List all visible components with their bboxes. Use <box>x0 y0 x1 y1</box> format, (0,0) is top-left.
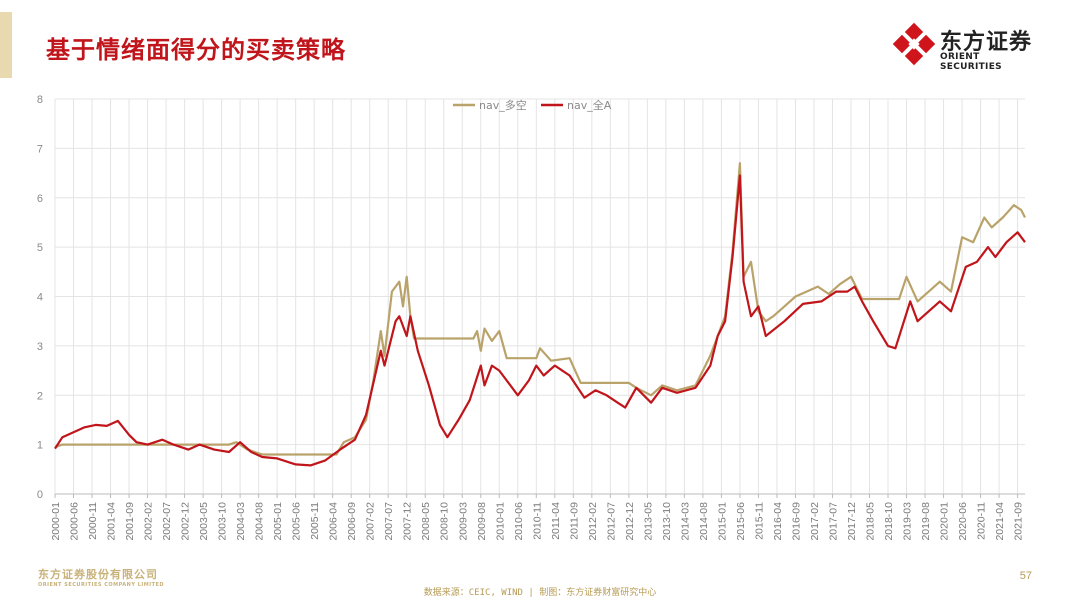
y-tick-label: 3 <box>37 341 43 353</box>
x-tick-label: 2015-01 <box>716 502 728 541</box>
x-tick-label: 2020-11 <box>976 502 988 540</box>
y-tick-label: 7 <box>37 143 43 155</box>
x-tick-label: 2007-02 <box>365 502 377 541</box>
orient-logo-icon <box>892 22 936 66</box>
chart-axes: 0 1 2 3 4 5 6 7 8 2000-01 2000-06 2000-11 2001-04 200… <box>37 94 1025 541</box>
x-tick-label: 2001-04 <box>106 502 118 541</box>
x-tick-label: 2011-04 <box>550 502 562 540</box>
x-tick-label: 2011-09 <box>568 502 580 540</box>
company-logo: 东方证券 ORIENT SECURITIES <box>892 22 1042 72</box>
series-line-0 <box>54 162 1026 456</box>
x-tick-label: 2008-10 <box>439 502 451 541</box>
x-tick-label: 2006-09 <box>346 502 358 541</box>
y-tick-label: 5 <box>37 242 43 254</box>
x-tick-label: 2005-11 <box>309 502 321 540</box>
y-tick-label: 4 <box>37 292 43 304</box>
x-tick-label: 2012-12 <box>624 502 636 541</box>
legend-label: nav_全A <box>567 98 612 112</box>
x-tick-label: 2017-12 <box>846 502 858 541</box>
x-tick-label: 2003-05 <box>198 502 210 541</box>
x-tick-label: 2005-06 <box>291 502 303 541</box>
x-tick-label: 2017-02 <box>809 502 821 541</box>
x-tick-label: 2018-05 <box>865 502 877 541</box>
page-number: 57 <box>1019 570 1032 582</box>
x-tick-label: 2012-02 <box>587 502 599 541</box>
x-tick-label: 2000-06 <box>69 502 81 541</box>
x-tick-label: 2001-09 <box>124 502 136 541</box>
footer-company-logo: 东方证券股份有限公司 ORIENT SECURITIES COMPANY LIM… <box>38 566 164 588</box>
logo-en-text: ORIENT SECURITIES <box>940 52 1002 72</box>
x-tick-label: 2002-12 <box>180 502 192 541</box>
y-tick-label: 0 <box>37 489 43 501</box>
y-tick-label: 1 <box>37 440 43 452</box>
x-tick-label: 2013-05 <box>642 502 654 541</box>
x-tick-label: 2019-08 <box>920 502 932 541</box>
x-tick-label: 2010-11 <box>531 502 543 540</box>
chart-legend: nav_多空 nav_全A <box>453 98 612 112</box>
x-tick-label: 2006-04 <box>328 502 340 541</box>
x-tick-label: 2002-07 <box>161 502 173 541</box>
x-tick-label: 2008-05 <box>420 502 432 541</box>
x-tick-label: 2014-08 <box>698 502 710 541</box>
x-tick-label: 2020-01 <box>939 502 951 541</box>
x-tick-label: 2013-10 <box>661 502 673 541</box>
x-tick-label: 2007-12 <box>402 502 414 541</box>
x-tick-label: 2007-07 <box>383 502 395 541</box>
chart-series <box>54 162 1026 467</box>
x-tick-label: 2002-02 <box>143 502 155 541</box>
footer-logo-cn: 东方证券股份有限公司 <box>38 568 158 581</box>
x-tick-label: 2004-08 <box>254 502 266 541</box>
x-tick-label: 2018-10 <box>883 502 895 541</box>
x-tick-label: 2015-06 <box>735 502 747 541</box>
x-tick-label: 2003-10 <box>217 502 229 541</box>
x-tick-label: 2010-01 <box>494 502 506 541</box>
y-tick-label: 2 <box>37 390 43 402</box>
x-tick-label: 2019-03 <box>902 502 914 541</box>
y-tick-label: 8 <box>37 94 43 106</box>
x-tick-label: 2021-09 <box>1013 502 1025 541</box>
x-tick-label: 2000-11 <box>87 502 99 540</box>
x-tick-label: 2005-01 <box>272 502 284 541</box>
x-tick-label: 2017-07 <box>827 502 839 541</box>
x-tick-label: 2012-07 <box>605 502 617 541</box>
x-tick-label: 2014-03 <box>679 502 691 541</box>
title-accent-bar <box>0 12 12 78</box>
legend-label: nav_多空 <box>479 98 527 112</box>
x-tick-label: 2010-06 <box>513 502 525 541</box>
x-tick-label: 2009-03 <box>457 502 469 541</box>
x-tick-label: 2016-09 <box>790 502 802 541</box>
x-tick-label: 2021-04 <box>994 502 1006 541</box>
page-title: 基于情绪面得分的买卖策略 <box>46 35 346 64</box>
chart-grid <box>54 98 1025 495</box>
series-line-1 <box>54 174 1026 467</box>
x-tick-label: 2004-03 <box>235 502 247 541</box>
x-tick-label: 2015-11 <box>753 502 765 540</box>
x-tick-label: 2016-04 <box>772 502 784 541</box>
footer-logo-en: ORIENT SECURITIES COMPANY LIMITED <box>38 582 165 588</box>
x-tick-label: 2000-01 <box>50 502 62 541</box>
data-source-note: 数据来源：CEIC, WIND | 制图：东方证券财富研究中心 <box>423 588 657 598</box>
x-tick-label: 2009-08 <box>476 502 488 541</box>
y-tick-label: 6 <box>37 193 43 205</box>
x-tick-label: 2020-06 <box>957 502 969 541</box>
logo-cn-text: 东方证券 <box>940 30 1033 55</box>
